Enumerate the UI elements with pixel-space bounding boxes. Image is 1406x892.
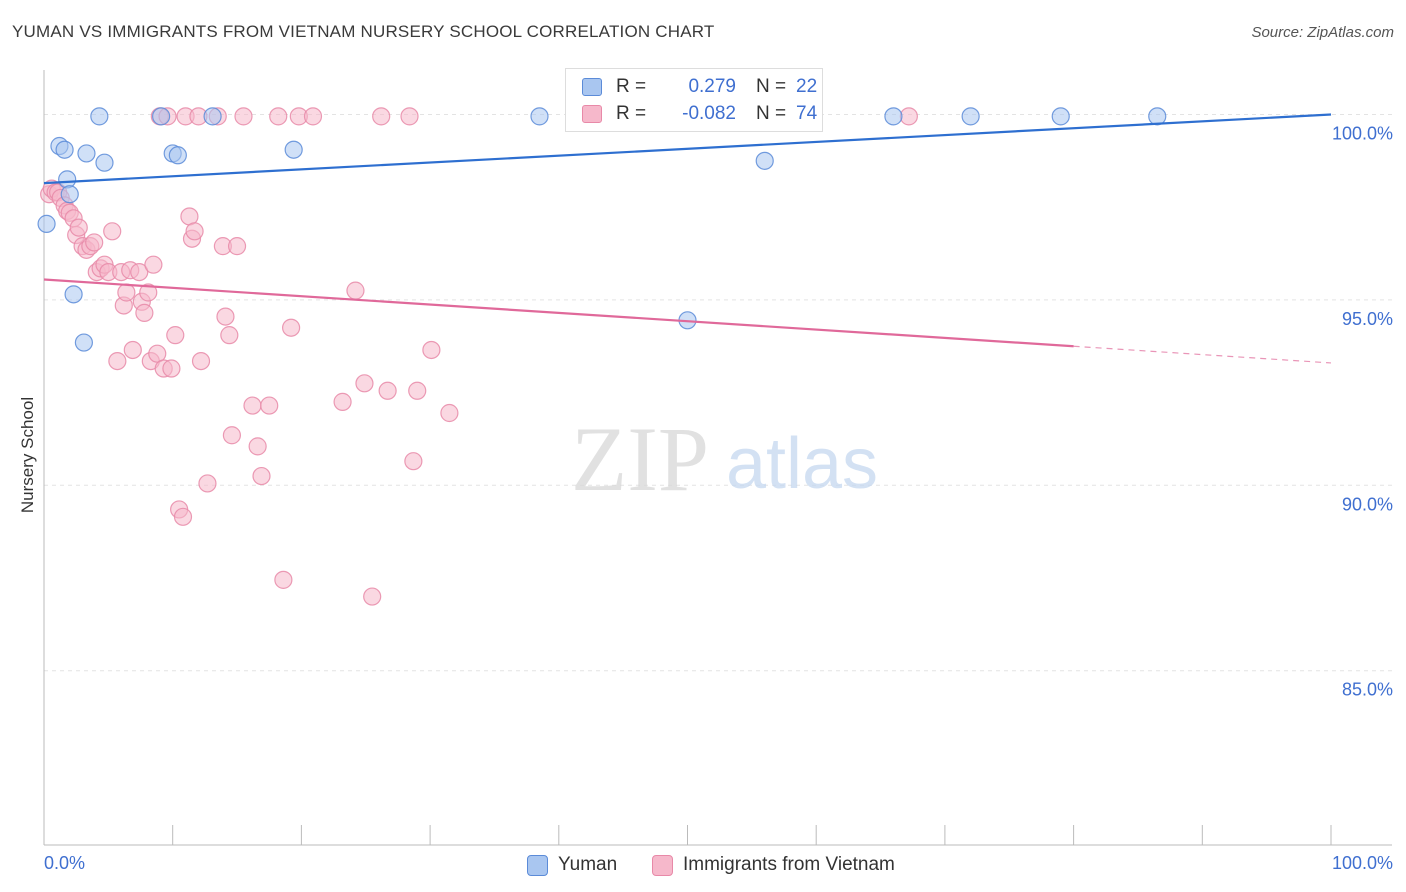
vietnam-point [252,466,271,486]
yuman-trend-line [43,113,1332,185]
vietnam-point [117,283,136,302]
vietnam-trend-line [43,278,1074,348]
yuman-point [168,146,187,165]
vietnam-trend-extension [1073,345,1332,364]
vietnam-point [303,107,323,126]
yuman-point [884,107,903,126]
yuman-point [55,140,74,159]
vietnam-point [422,340,441,360]
watermark-atlas: atlas [726,424,878,504]
vietnam-point [899,107,918,126]
yuman-point [60,185,79,204]
n-label: N = [756,76,787,97]
vietnam-point [85,233,104,252]
vietnam-point [269,107,288,126]
vietnam-point [234,107,253,126]
vietnam-point [191,351,211,371]
legend-label-yuman: Yuman [558,854,618,875]
n-value: 22 [796,76,818,97]
r-label: R = [616,76,647,97]
legend-item-yuman[interactable]: Yuman [527,852,617,878]
vietnam-point [404,452,423,471]
vietnam-point [440,403,459,423]
vietnam-point [220,326,239,345]
vietnam-point [166,326,185,345]
yuman-point [90,107,109,126]
tick-labels: 100.0% 95.0% 90.0% 85.0% 0.0% 100.0% [44,123,1393,873]
vietnam-point [135,303,154,322]
yuman-point [64,285,83,304]
vietnam-point [162,359,181,378]
legend-item-vietnam[interactable]: Immigrants from Vietnam [652,852,895,878]
chart-title: YUMAN VS IMMIGRANTS FROM VIETNAM NURSERY… [12,22,715,41]
vietnam-point [185,222,204,241]
vietnam-point [69,218,88,237]
y-tick-label: 100.0% [1332,123,1393,143]
stats-row-vietnam: R = -0.082 N = 74 [582,102,817,126]
vietnam-point [123,340,142,360]
yuman-point [152,107,171,126]
r-label: R = [616,103,647,124]
yuman-swatch-icon [582,78,602,96]
yuman-point [58,170,77,189]
r-value: -0.082 [682,103,736,124]
stats-legend: R = 0.279 N = 22 R = -0.082 N = 74 [565,68,823,132]
axis-layer [43,70,1392,846]
y-tick-label: 90.0% [1342,494,1393,514]
vietnam-point [408,381,427,400]
yuman-point [755,151,774,170]
vietnam-point [216,307,235,326]
yuman-point [1051,107,1070,126]
n-label: N = [756,103,787,124]
n-value: 74 [796,103,818,124]
vietnam-point [139,283,158,302]
vietnam-point [248,437,267,456]
x-tick-label-max: 100.0% [1332,853,1393,873]
yuman-point [95,153,114,172]
vietnam-point [243,396,262,415]
vietnam-swatch-icon [582,105,602,123]
vietnam-point [198,474,217,493]
yuman-point [74,333,93,352]
yuman-point [203,107,222,126]
yuman-point [961,107,980,126]
source-label: Source: ZipAtlas.com [1251,24,1394,41]
y-tick-label: 95.0% [1342,309,1393,329]
vietnam-point [274,570,293,589]
y-tick-label: 85.0% [1342,680,1393,700]
vietnam-point [363,587,382,606]
yuman-point [284,140,303,159]
yuman-point [77,144,96,163]
vietnam-point [372,107,391,126]
r-value: 0.279 [688,76,736,97]
vietnam-point [227,237,247,256]
vietnam-point [378,381,397,400]
vietnam-point [355,374,374,393]
watermark: ZIP atlas [571,408,878,510]
vietnam-point [108,351,127,371]
vietnam-point [282,318,301,337]
legend-label-vietnam: Immigrants from Vietnam [683,854,895,875]
yuman-legend-icon [527,854,548,876]
trend-layer [43,113,1332,364]
vietnam-point [400,107,419,126]
x-tick-label-min: 0.0% [44,853,85,873]
vietnam-point [222,426,242,445]
vietnam-point [130,262,149,282]
vietnam-point [346,281,365,300]
vietnam-point [260,396,279,415]
vietnam-point [103,222,122,241]
points-layer [37,107,1167,606]
yuman-point [530,107,549,126]
vietnam-point [333,392,352,411]
vietnam-legend-icon [652,854,673,876]
vietnam-point [144,255,163,274]
watermark-zip: ZIP [571,408,709,510]
yuman-point [37,214,56,233]
grid-layer [44,113,1392,672]
yuman-point [1148,107,1167,126]
stats-row-yuman: R = 0.279 N = 22 [582,75,817,99]
vietnam-point [173,507,193,526]
